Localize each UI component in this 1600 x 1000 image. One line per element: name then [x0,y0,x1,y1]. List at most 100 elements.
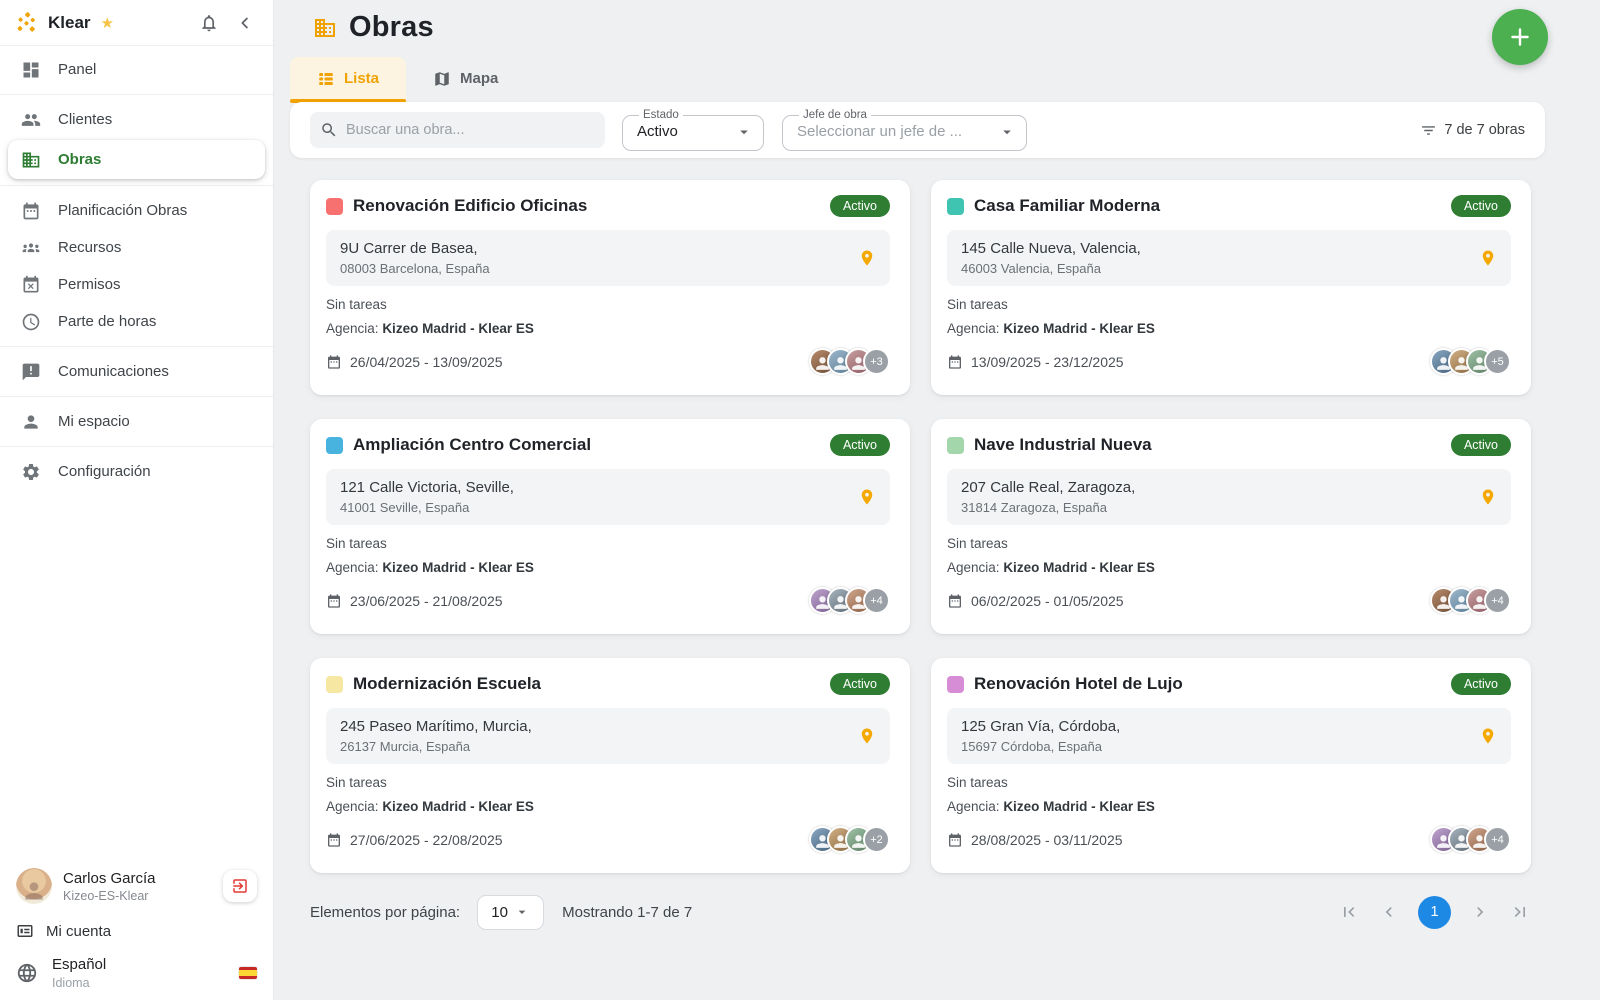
obra-card[interactable]: Nave Industrial Nueva Activo 207 Calle R… [931,419,1531,634]
avatar-stack[interactable]: +4 [1430,826,1511,853]
location-pin-icon[interactable] [858,249,876,267]
add-obra-button[interactable] [1492,9,1548,65]
sidebar-item-planificacion[interactable]: Planificación Obras [0,192,273,229]
location-pin-icon[interactable] [858,488,876,506]
address-line2: 46003 Valencia, España [961,261,1101,276]
status-badge: Activo [1450,673,1511,695]
logout-button[interactable] [223,870,257,902]
notifications-bell-icon[interactable] [195,9,223,37]
obra-title: Casa Familiar Moderna [974,196,1161,215]
avatar-stack[interactable]: +5 [1430,348,1511,375]
avatar-stack[interactable]: +3 [809,348,890,375]
location-pin-icon[interactable] [1479,727,1497,745]
obra-card[interactable]: Renovación Hotel de Lujo Activo 125 Gran… [931,658,1531,873]
avatar-extra-count: +4 [1484,826,1511,853]
address-block[interactable]: 9U Carrer de Basea, 08003 Barcelona, Esp… [326,230,890,286]
obra-card[interactable]: Casa Familiar Moderna Activo 145 Calle N… [931,180,1531,395]
sidebar-item-mi-espacio[interactable]: Mi espacio [0,403,273,440]
current-page-button[interactable]: 1 [1418,895,1451,929]
obra-title: Renovación Edificio Oficinas [353,196,588,215]
collapse-sidebar-icon[interactable] [231,9,259,37]
status-badge: Activo [1450,434,1511,456]
sidebar-item-panel[interactable]: Panel [0,51,273,88]
address-block[interactable]: 121 Calle Victoria, Seville, 41001 Sevil… [326,469,890,525]
avatar-stack[interactable]: +4 [1430,587,1511,614]
sidebar-item-label: Recursos [58,239,122,256]
brand-name: Klear [48,12,91,32]
obra-card[interactable]: Ampliación Centro Comercial Activo 121 C… [310,419,910,634]
sidebar-item-recursos[interactable]: Recursos [0,229,273,266]
sidebar-item-clientes[interactable]: Clientes [0,101,273,138]
address-line1: 245 Paseo Marítimo, Murcia, [340,718,532,735]
first-page-button[interactable] [1338,901,1360,923]
per-page-select[interactable]: 10 [477,894,545,930]
sidebar-item-label: Comunicaciones [58,363,169,380]
tasks-status: Sin tareas [326,775,387,790]
calendar-icon [947,593,963,609]
agency-value: Kizeo Madrid - Klear ES [382,321,534,336]
location-pin-icon[interactable] [1479,488,1497,506]
sidebar-item-label: Configuración [58,463,151,480]
calendar-icon [21,201,41,221]
sidebar: Klear ★ Panel Clientes Obras Planificaci… [0,0,274,1000]
address-block[interactable]: 207 Calle Real, Zaragoza, 31814 Zaragoza… [947,469,1511,525]
address-line1: 207 Calle Real, Zaragoza, [961,479,1136,496]
agency-label: Agencia: [326,560,379,575]
sidebar-item-configuracion[interactable]: Configuración [0,453,273,490]
jefe-de-obra-select[interactable]: Jefe de obra Seleccionar un jefe de ... [782,109,1027,151]
avatar-extra-count: +5 [1484,348,1511,375]
sidebar-item-parte-de-horas[interactable]: Parte de horas [0,303,273,340]
resources-icon [21,238,41,258]
project-color-chip [947,675,964,693]
address-block[interactable]: 125 Gran Vía, Córdoba, 15697 Córdoba, Es… [947,708,1511,764]
obra-card[interactable]: Renovación Edificio Oficinas Activo 9U C… [310,180,910,395]
previous-page-button[interactable] [1378,901,1400,923]
calendar-icon [326,593,342,609]
location-pin-icon[interactable] [1479,249,1497,267]
agency-label: Agencia: [326,799,379,814]
jefe-placeholder: Seleccionar un jefe de ... [797,123,963,140]
next-page-button[interactable] [1469,901,1491,923]
language-selector[interactable]: Español Idioma [0,948,273,990]
id-card-icon [16,922,34,940]
tasks-status: Sin tareas [326,536,387,551]
address-block[interactable]: 145 Calle Nueva, Valencia, 46003 Valenci… [947,230,1511,286]
agency-value: Kizeo Madrid - Klear ES [382,799,534,814]
address-block[interactable]: 245 Paseo Marítimo, Murcia, 26137 Murcia… [326,708,890,764]
tab-mapa[interactable]: Mapa [406,57,525,100]
estado-select[interactable]: Estado Activo [622,109,764,151]
project-color-chip [326,197,343,215]
chat-alert-icon [21,362,41,382]
calendar-icon [326,354,342,370]
sidebar-item-label: Planificación Obras [58,202,188,219]
obra-title: Nave Industrial Nueva [974,435,1152,454]
my-account-item[interactable]: Mi cuenta [0,914,273,948]
tab-lista[interactable]: Lista [290,57,407,103]
location-pin-icon[interactable] [858,727,876,745]
tab-label: Lista [344,70,380,87]
sidebar-item-label: Clientes [58,111,113,128]
obra-card[interactable]: Modernización Escuela Activo 245 Paseo M… [310,658,910,873]
status-badge: Activo [829,195,890,217]
sidebar-item-obras[interactable]: Obras [8,140,265,179]
avatar-stack[interactable]: +2 [809,826,890,853]
chevron-down-icon [514,904,530,920]
sidebar-item-permisos[interactable]: Permisos [0,266,273,303]
avatar-stack[interactable]: +4 [809,587,890,614]
search-input[interactable] [310,112,605,148]
tab-label: Mapa [460,70,499,87]
avatar [809,587,836,614]
user-profile[interactable]: Carlos García Kizeo-ES-Klear [0,860,273,914]
last-page-button[interactable] [1509,901,1531,923]
address-line2: 31814 Zaragoza, España [961,500,1107,515]
clients-icon [21,110,41,130]
address-line2: 15697 Córdoba, España [961,739,1102,754]
main-content: Obras Lista Mapa Estado Activo [274,0,1600,1000]
agency-value: Kizeo Madrid - Klear ES [1003,321,1155,336]
sidebar-bottom: Carlos García Kizeo-ES-Klear Mi cuenta E… [0,860,273,1000]
sidebar-item-label: Permisos [58,276,121,293]
sidebar-item-comunicaciones[interactable]: Comunicaciones [0,353,273,390]
person-icon [21,412,41,432]
date-range: 13/09/2025 - 23/12/2025 [971,353,1124,370]
language-label: Idioma [52,976,90,990]
